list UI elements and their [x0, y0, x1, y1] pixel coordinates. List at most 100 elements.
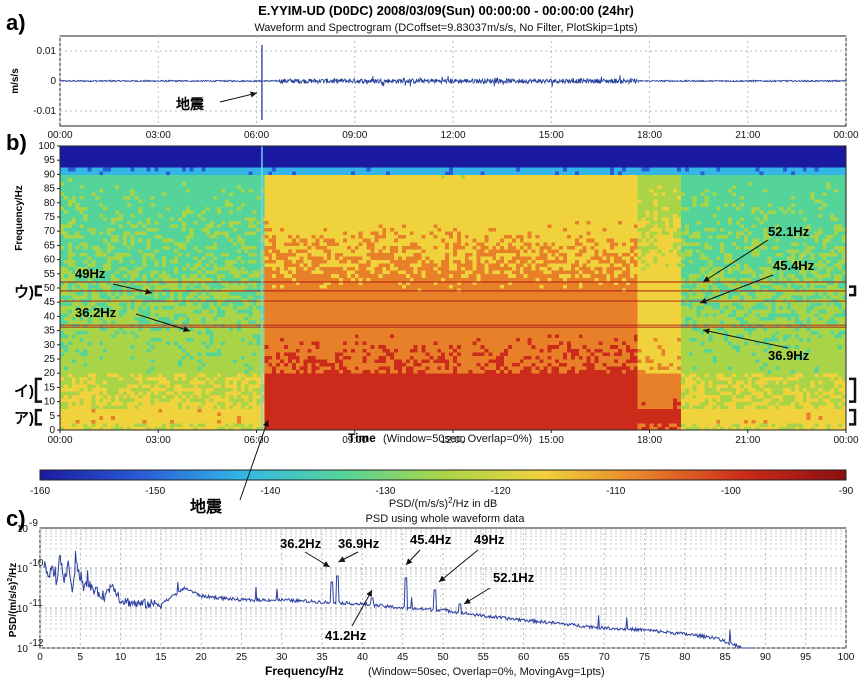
spectrogram-cell	[146, 412, 151, 417]
spectrogram-cell	[134, 181, 139, 186]
spectrogram-cell	[134, 330, 139, 335]
spectrogram-cell	[130, 167, 136, 172]
spectrogram-cell	[272, 160, 277, 165]
spectrogram-cell	[193, 192, 198, 197]
spectrogram-cell	[193, 280, 198, 285]
spectrogram-cell	[185, 334, 191, 339]
spectrogram-cell	[103, 259, 108, 264]
spectrogram-cell	[118, 227, 124, 232]
spectrogram-cell	[181, 224, 187, 229]
spectrogram-cell	[71, 266, 77, 271]
spectrogram-cell	[134, 256, 139, 260]
spectrogram-cell	[276, 181, 281, 186]
spectrogram-cell	[91, 263, 96, 268]
spectrogram-cell	[248, 362, 253, 367]
spectrogram-cell	[185, 266, 191, 271]
spectrogram-cell	[248, 327, 253, 331]
spectrogram-cell	[181, 270, 187, 275]
spectrogram-cell	[142, 256, 147, 260]
spectrogram-cell	[150, 227, 155, 232]
spectrogram-cell	[209, 217, 214, 221]
spectrogram-cell	[103, 334, 108, 339]
spectrogram-cell	[115, 380, 120, 385]
spectrogram-cell	[201, 398, 206, 402]
spectrogram-cell	[287, 209, 293, 214]
spectrogram-cell	[166, 316, 171, 321]
spectrogram-cell	[87, 390, 92, 395]
spectrogram-cell	[87, 351, 92, 356]
spectrogram-cell	[244, 270, 250, 275]
spectrogram-cell	[185, 422, 191, 427]
spectrogram-cell	[75, 295, 81, 300]
spectrogram-cell	[95, 380, 100, 385]
spectrogram-cell	[173, 252, 179, 257]
spectrogram-cell	[221, 206, 226, 211]
spectrogram-cell	[221, 248, 226, 253]
spectrogram-cell	[240, 181, 246, 186]
spectrogram-cell	[146, 419, 151, 424]
spectrogram-cell	[107, 337, 112, 342]
spectrogram-cell	[189, 415, 195, 420]
spectrogram-cell	[197, 412, 202, 417]
spectrogram-cell	[232, 398, 238, 402]
spectrogram-cell	[154, 273, 159, 278]
spectrogram-cell	[146, 217, 151, 221]
spectrogram-cell	[264, 149, 269, 154]
spectrogram-cell	[228, 383, 234, 388]
spectrogram-cell	[209, 408, 214, 413]
spectrogram-cell	[126, 376, 132, 381]
spectrogram-cell	[67, 199, 73, 204]
spectrogram-cell	[142, 177, 147, 182]
spectrogram-cell	[284, 284, 289, 289]
spectrogram-cell	[162, 224, 167, 229]
spectrogram-cell	[209, 146, 214, 150]
spectrogram-cell	[107, 327, 112, 331]
spectrogram-cell	[193, 149, 198, 154]
spectrogram-cell	[232, 177, 238, 182]
spectrogram-cell	[154, 177, 159, 182]
spectrogram-cell	[244, 259, 250, 264]
spectrogram-cell	[158, 369, 163, 374]
spectrogram-cell	[280, 373, 285, 378]
spectrogram-cell	[213, 422, 218, 427]
spectrogram-cell	[295, 316, 301, 321]
spectrogram-cell	[162, 256, 167, 260]
spectrogram-cell	[201, 248, 206, 253]
spectrogram-cell	[134, 231, 139, 236]
spectrogram-cell	[71, 234, 77, 239]
spectrogram-cell	[225, 319, 230, 324]
spectrogram-cell	[213, 376, 218, 381]
spectrogram-cell	[67, 174, 73, 179]
spectrogram-cell	[299, 213, 305, 218]
spectrogram-cell	[63, 224, 69, 229]
spectrogram-cell	[193, 256, 198, 260]
spectrogram-cell	[287, 153, 293, 158]
spectrogram-cell	[197, 181, 202, 186]
spectrogram-cell	[240, 227, 246, 232]
spectrogram-cell	[158, 366, 163, 371]
spectrogram-cell	[225, 199, 230, 204]
spectrogram-cell	[189, 195, 195, 200]
spectrogram-cell	[252, 398, 257, 402]
spectrogram-cell	[197, 398, 202, 402]
spectrogram-cell	[201, 394, 206, 399]
spectrogram-cell	[162, 305, 167, 310]
spectrogram-cell	[205, 355, 210, 360]
spectrogram-cell	[221, 319, 226, 324]
spectrogram-cell	[225, 288, 230, 292]
spectrogram-cell	[280, 280, 285, 285]
spectrogram-cell	[209, 192, 214, 197]
spectrogram-cell	[158, 344, 163, 349]
spectrogram-cell	[79, 153, 84, 158]
spectrogram-cell	[71, 245, 77, 250]
spectrogram-cell	[130, 302, 136, 307]
spectrogram-cell	[75, 195, 81, 200]
spectrogram-cell	[213, 252, 218, 257]
spectrogram-cell	[240, 373, 246, 378]
spectrogram-cell	[166, 341, 171, 346]
spectrogram-cell	[95, 401, 100, 406]
spectrogram-cell	[118, 231, 124, 236]
spectrogram-cell	[181, 220, 187, 225]
spectrogram-cell	[244, 227, 250, 232]
spectrogram-cell	[228, 206, 234, 211]
